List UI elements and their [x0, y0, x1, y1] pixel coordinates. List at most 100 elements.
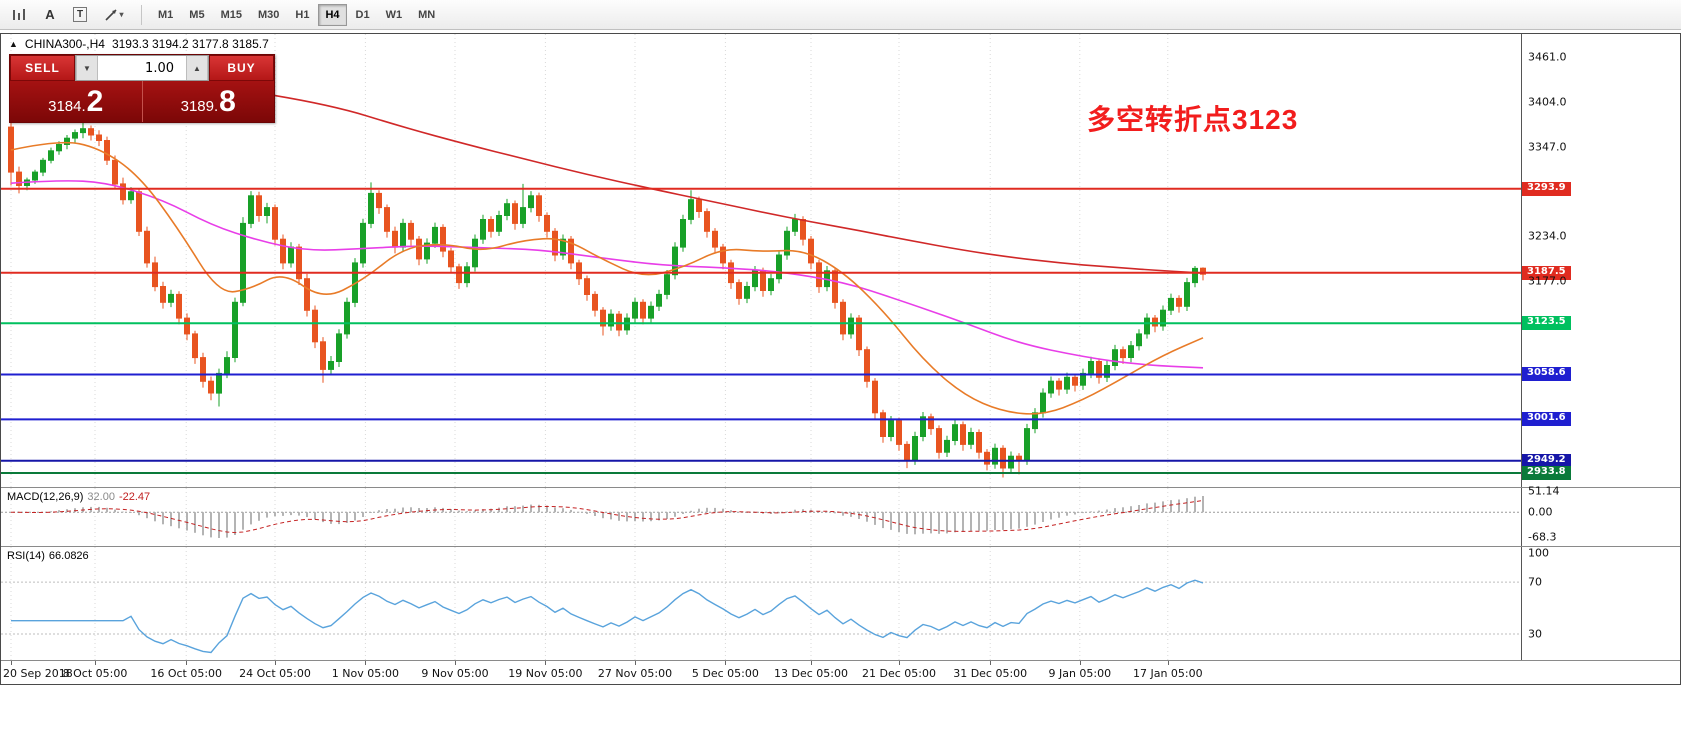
macd-signal-line	[10, 500, 1204, 534]
rsi-axis: 100 70 30	[1521, 547, 1680, 660]
time-label: 16 Oct 05:00	[150, 667, 223, 680]
text-tool-icon[interactable]: T	[66, 3, 94, 27]
symbol-label: CHINA300-,H4	[24, 37, 105, 51]
price-tag: 3058.6	[1522, 367, 1571, 382]
timeframe-button-mn[interactable]: MN	[411, 4, 442, 26]
top-toolbar: A T ▾ M1 M5 M15 M30 H1 H4 D1 W1 MN	[0, 0, 1681, 30]
timeframe-group: M1 M5 M15 M30 H1 H4 D1 W1 MN	[151, 3, 442, 26]
macd-signal-value: -22.47	[118, 491, 151, 503]
buy-price[interactable]: 3189. 8	[143, 81, 275, 122]
buy-button[interactable]: BUY	[209, 55, 274, 81]
time-tick	[365, 661, 367, 665]
rsi-axis-label: 100	[1528, 546, 1549, 560]
price-tag: 2949.2	[1522, 453, 1571, 468]
macd-title: MACD(12,26,9)	[7, 491, 84, 503]
rsi-line	[11, 579, 1204, 654]
macd-axis-label: 51.14	[1528, 484, 1560, 498]
chart-window: ▲ CHINA300-,H4 3193.3 3194.2 3177.8 3185…	[0, 33, 1681, 685]
one-click-trading-panel: SELL ▼ 1.00 ▲ BUY 3184. 2 3189. 8	[9, 54, 275, 123]
timeframe-button-m30[interactable]: M30	[251, 4, 286, 26]
price-axis-label: 3234.0	[1528, 229, 1567, 243]
sell-price[interactable]: 3184. 2	[10, 81, 142, 122]
price-axis-label: 3461.0	[1528, 50, 1567, 64]
volume-input[interactable]: 1.00	[145, 60, 174, 76]
time-tick	[455, 661, 456, 665]
text-tool-glyph: T	[72, 7, 88, 22]
time-tick	[95, 661, 96, 665]
time-label: 31 Dec 05:00	[953, 667, 1028, 680]
macd-axis: 51.14 0.00 -68.3	[1521, 484, 1680, 546]
one-click-controls-row: SELL ▼ 1.00 ▲ BUY	[10, 55, 274, 81]
volume-field-group: ▼ 1.00 ▲	[75, 55, 209, 81]
ma-slow	[274, 94, 1204, 274]
panel-divider[interactable]	[1, 660, 1680, 661]
price-tag: 3187.5	[1522, 265, 1571, 280]
price-axis-label: 3347.0	[1528, 140, 1567, 154]
time-label: 27 Nov 05:00	[597, 667, 673, 680]
buy-price-big-digit: 8	[219, 85, 236, 118]
timeframe-button-w1[interactable]: W1	[379, 4, 410, 26]
sell-button[interactable]: SELL	[10, 55, 75, 81]
time-tick	[275, 661, 276, 665]
font-a-glyph: A	[45, 7, 55, 22]
time-label: 13 Dec 05:00	[774, 667, 848, 680]
price-axis-label: 3177.0	[1528, 274, 1567, 288]
volume-increase-button[interactable]: ▲	[186, 56, 208, 80]
price-axis-label: 3404.0	[1528, 95, 1567, 109]
rsi-svg	[1, 547, 1521, 660]
trendline-glyph	[105, 8, 118, 21]
price-tag: 3293.9	[1522, 181, 1571, 196]
panel-divider[interactable]	[1, 487, 1680, 488]
rsi-axis-label: 30	[1528, 627, 1542, 641]
sell-price-big-digit: 2	[86, 85, 104, 118]
panel-divider[interactable]	[1, 546, 1680, 547]
bar-chart-icon[interactable]	[6, 3, 34, 27]
quote-header: ▲ CHINA300-,H4 3193.3 3194.2 3177.8 3185…	[9, 37, 269, 51]
time-label: 1 Nov 05:00	[331, 667, 399, 680]
timeframe-button-h4[interactable]: H4	[318, 3, 347, 26]
buy-price-prefix: 3189.	[180, 98, 219, 115]
timeframe-button-m5[interactable]: M5	[182, 4, 211, 26]
line-drawing-tool-icon[interactable]: ▾	[96, 3, 132, 27]
time-label: 17 Jan 05:00	[1132, 667, 1203, 680]
macd-axis-label: 0.00	[1528, 505, 1553, 519]
main-chart-plot[interactable]: ▲ CHINA300-,H4 3193.3 3194.2 3177.8 3185…	[1, 34, 1521, 487]
one-click-prices-row: 3184. 2 3189. 8	[10, 81, 274, 122]
timeframe-button-d1[interactable]: D1	[349, 4, 377, 26]
time-tick	[811, 661, 812, 665]
macd-label: MACD(12,26,9) 32.00 -22.47	[7, 491, 150, 503]
font-a-icon[interactable]: A	[36, 3, 64, 27]
time-axis: 20 Sep 2018 8 Oct 05:00 16 Oct 05:00 24 Oct…	[1, 661, 1521, 682]
time-label: 24 Oct 05:00	[239, 667, 311, 680]
timeframe-button-m15[interactable]: M15	[214, 4, 249, 26]
price-tag: 2933.8	[1522, 465, 1571, 480]
timeframe-button-m1[interactable]: M1	[151, 4, 180, 26]
time-label: 19 Nov 05:00	[508, 667, 583, 680]
candles-layer	[8, 119, 1206, 478]
macd-plot[interactable]: MACD(12,26,9) 32.00 -22.47	[1, 488, 1521, 546]
toolbar-divider	[141, 4, 142, 25]
one-click-toggle-icon[interactable]: ▲	[9, 39, 18, 49]
rsi-label: RSI(14) 66.0826	[7, 550, 89, 562]
rsi-plot[interactable]: RSI(14) 66.0826	[1, 547, 1521, 660]
chart-annotation-text[interactable]: 多空转折点3123	[1087, 104, 1299, 135]
time-tick	[186, 661, 188, 665]
timeframe-button-h1[interactable]: H1	[288, 4, 316, 26]
time-tick	[1167, 661, 1169, 665]
time-tick	[1079, 661, 1081, 665]
bar-chart-glyph	[13, 8, 25, 20]
price-tag: 3001.6	[1522, 412, 1571, 427]
macd-axis-label: -68.3	[1528, 530, 1557, 544]
time-label: 20 Sep 2018	[3, 667, 73, 680]
price-axis: 3293.9 3187.5 3123.5 3058.6 3001.6 2949.2 2933…	[1521, 34, 1680, 487]
time-tick	[635, 661, 636, 665]
time-label: 8 Oct 05:00	[62, 667, 128, 680]
time-tick	[899, 661, 900, 665]
price-tag: 3123.5	[1522, 316, 1571, 331]
time-tick	[990, 661, 992, 665]
time-tick	[725, 661, 727, 665]
time-label: 9 Jan 05:00	[1048, 667, 1112, 680]
macd-main-value: 32.00	[87, 491, 115, 503]
volume-decrease-button[interactable]: ▼	[76, 56, 98, 80]
